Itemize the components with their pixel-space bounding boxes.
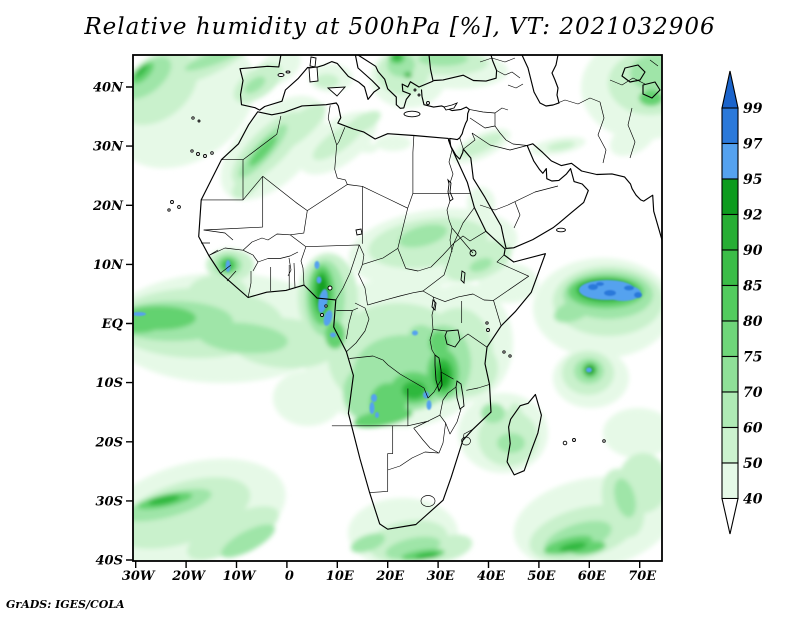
lat-tick-label: 10S xyxy=(96,376,123,391)
colorbar-segment xyxy=(721,142,739,180)
colorbar-segment xyxy=(721,284,739,322)
colorbar-label: 97 xyxy=(743,137,763,153)
colorbar-label: 75 xyxy=(743,350,762,366)
coastlines xyxy=(198,55,662,530)
lon-tick-label: 10W xyxy=(223,569,257,584)
lon-tick-label: 0 xyxy=(285,569,294,584)
colorbar-segment xyxy=(721,355,739,393)
lon-tick-label: 20W xyxy=(171,569,206,584)
colorbar-top-arrow xyxy=(721,70,739,109)
latitude-ticks xyxy=(126,86,133,561)
colorbar-segment xyxy=(721,107,739,145)
lon-tick-label: 50E xyxy=(527,569,556,584)
lon-tick-label: 40E xyxy=(477,569,506,584)
lat-tick-label: 30S xyxy=(96,494,123,509)
plot-title: Relative humidity at 500hPa [%], VT: 202… xyxy=(84,14,716,40)
colorbar-label: 80 xyxy=(743,314,763,330)
colorbar-label: 95 xyxy=(743,172,762,188)
map-frame xyxy=(132,54,663,562)
colorbar-label: 40 xyxy=(743,492,763,508)
lon-tick-label: 60E xyxy=(578,569,607,584)
colorbar-label: 90 xyxy=(743,243,763,259)
colorbar-segment xyxy=(721,426,739,464)
colorbar-segment xyxy=(721,391,739,429)
lat-tick-label: 20S xyxy=(95,435,123,450)
lon-tick-label: 20E xyxy=(375,569,405,584)
lat-tick-label: 20N xyxy=(92,199,124,214)
lon-tick-label: 30E xyxy=(427,569,456,584)
colorbar-label: 92 xyxy=(743,208,763,224)
colorbar: 99 97 95 92 90 85 80 75 70 60 50 40 xyxy=(721,70,763,535)
colorbar-segment xyxy=(721,213,739,251)
colorbar-label: 85 xyxy=(743,279,762,295)
latitude-axis-labels: 40N 30N 20N 10N EQ 10S 20S 30S 40S xyxy=(92,81,124,569)
longitude-ticks xyxy=(135,561,641,568)
colorbar-label: 60 xyxy=(743,421,763,437)
nile-river xyxy=(287,139,474,277)
lat-tick-label: 40S xyxy=(96,554,123,569)
colorbar-segment xyxy=(721,462,739,500)
colorbar-label: 99 xyxy=(743,101,763,117)
colorbar-label: 70 xyxy=(743,385,763,401)
lat-tick-label: EQ xyxy=(101,317,124,332)
lon-tick-label: 70E xyxy=(628,569,657,584)
colorbar-segment xyxy=(721,178,739,216)
colorbar-label: 50 xyxy=(743,456,763,472)
lat-tick-label: 10N xyxy=(93,258,124,273)
lat-tick-label: 30N xyxy=(93,140,124,155)
lat-tick-label: 40N xyxy=(93,81,124,96)
lon-tick-label: 10E xyxy=(326,569,355,584)
grads-attribution: GrADS: IGES/COLA xyxy=(6,598,125,611)
islands-and-lakes xyxy=(167,56,606,446)
colorbar-segment xyxy=(721,320,739,358)
colorbar-bottom-arrow xyxy=(721,497,739,535)
longitude-axis-labels: 30W 20W 10W 0 10E 20E 30E 40E 50E 60E 70… xyxy=(122,569,657,584)
lon-tick-label: 30W xyxy=(122,569,156,584)
colorbar-segment xyxy=(721,249,739,287)
